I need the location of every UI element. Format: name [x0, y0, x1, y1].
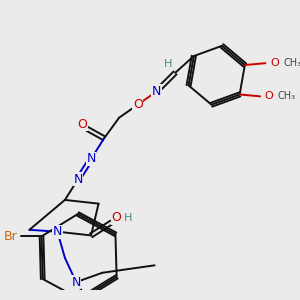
Text: O: O [265, 91, 274, 101]
Text: H: H [124, 213, 133, 223]
Text: O: O [270, 58, 279, 68]
Text: N: N [86, 152, 96, 165]
Text: O: O [78, 118, 88, 131]
Text: N: N [152, 85, 161, 98]
Text: N: N [71, 276, 81, 289]
Text: O: O [133, 98, 143, 111]
Text: CH₃: CH₃ [283, 58, 300, 68]
Text: N: N [53, 225, 62, 238]
Text: N: N [73, 173, 83, 186]
Text: H: H [164, 58, 172, 68]
Text: CH₃: CH₃ [278, 91, 296, 101]
Text: Br: Br [4, 230, 17, 243]
Text: O: O [111, 211, 121, 224]
